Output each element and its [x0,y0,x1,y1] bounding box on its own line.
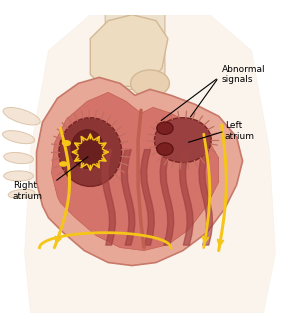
Ellipse shape [71,130,104,169]
Ellipse shape [3,108,40,125]
Ellipse shape [157,143,173,155]
Ellipse shape [2,131,35,144]
Ellipse shape [4,153,34,164]
Polygon shape [52,92,219,251]
Text: Abnormal
signals: Abnormal signals [222,65,265,84]
Ellipse shape [8,189,35,198]
Polygon shape [90,15,168,86]
Ellipse shape [60,162,67,166]
Ellipse shape [130,70,170,97]
Text: Left
atrium: Left atrium [225,121,255,141]
Ellipse shape [157,122,173,134]
Polygon shape [37,77,243,266]
FancyBboxPatch shape [105,0,165,89]
Ellipse shape [4,171,34,181]
Ellipse shape [62,141,70,146]
Polygon shape [25,15,275,313]
Ellipse shape [59,118,122,186]
Text: Right
atrium: Right atrium [13,181,43,201]
Ellipse shape [154,118,211,162]
